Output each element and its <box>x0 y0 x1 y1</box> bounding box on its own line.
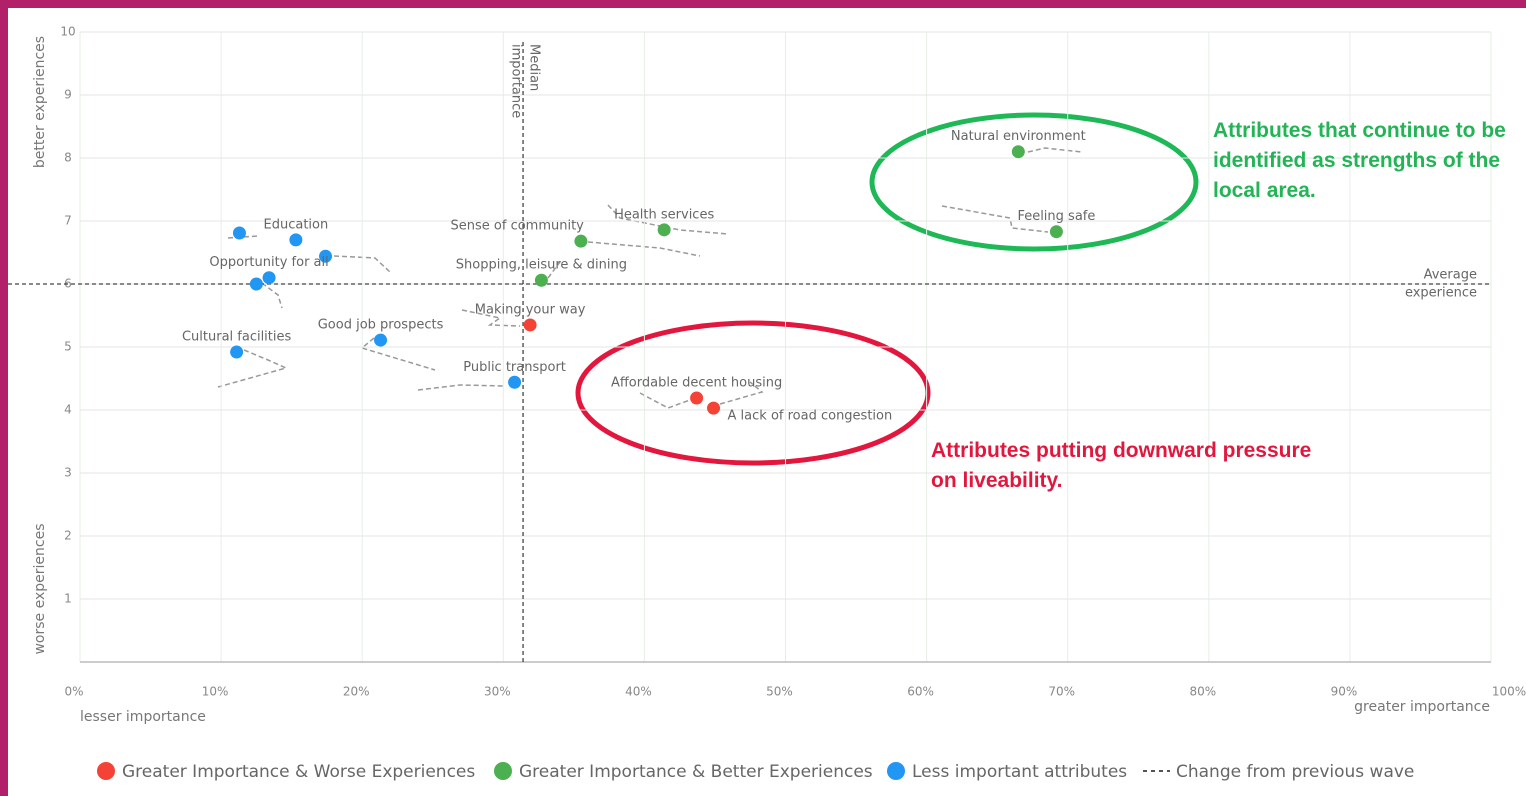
trail <box>417 384 506 391</box>
legend-marker <box>887 762 905 780</box>
trail <box>227 235 259 239</box>
point-label: Shopping, leisure & dining <box>456 258 627 273</box>
legend-label: Greater Importance & Worse Experiences <box>122 762 475 782</box>
point-label: Public transport <box>463 360 566 375</box>
point <box>249 277 263 291</box>
y-tick-label: 1 <box>64 592 72 606</box>
y-tick-label: 4 <box>64 403 72 417</box>
point <box>690 391 704 405</box>
panel <box>8 8 1526 796</box>
point <box>319 249 333 263</box>
y-tick-label: 3 <box>64 466 72 480</box>
annotation: Attributes putting downward pressure on … <box>931 439 1312 492</box>
point-label: Sense of community <box>451 219 585 234</box>
point <box>262 271 276 285</box>
legend-label: Greater Importance & Better Experiences <box>519 762 873 782</box>
x-tick-label: 90% <box>1331 685 1358 699</box>
annotation: Attributes that continue to be identifie… <box>1213 119 1506 202</box>
point-label: Affordable decent housing <box>611 376 782 391</box>
trail <box>639 392 691 409</box>
point-label: Making your way <box>475 302 586 317</box>
point-label: Opportunity for all <box>209 255 328 270</box>
y-axis-label: worse experiences <box>32 523 48 654</box>
point <box>523 318 537 332</box>
y-tick-label: 5 <box>64 340 72 354</box>
point-label: Feeling safe <box>1017 209 1095 224</box>
x-tick-label: 10% <box>202 685 229 699</box>
trail <box>360 337 436 371</box>
median-label: importance <box>509 44 524 118</box>
point-label: Health services <box>614 207 714 222</box>
trail <box>261 282 283 309</box>
trail <box>1027 147 1083 153</box>
y-tick-label: 10 <box>60 25 75 39</box>
point-label: A lack of road congestion <box>728 409 893 424</box>
point <box>232 226 246 240</box>
average-label: experience <box>1405 286 1477 301</box>
x-axis-label: greater importance <box>1354 699 1490 715</box>
change-trails <box>217 147 1083 409</box>
trail <box>587 241 701 257</box>
point <box>289 233 303 247</box>
average-label: Average <box>1424 268 1477 283</box>
x-tick-label: 80% <box>1189 685 1216 699</box>
point <box>574 234 588 248</box>
point <box>707 401 721 415</box>
median-label: Median <box>527 44 542 91</box>
y-tick-label: 8 <box>64 151 72 165</box>
point-label: Natural environment <box>951 129 1086 144</box>
highlight-ellipse <box>575 320 931 466</box>
trail <box>461 309 521 327</box>
x-tick-label: 0% <box>64 685 83 699</box>
trail <box>333 255 391 273</box>
trail <box>607 204 729 235</box>
point <box>230 345 244 359</box>
legend-marker <box>97 762 115 780</box>
legend-marker <box>494 762 512 780</box>
y-tick-label: 9 <box>64 88 72 102</box>
y-tick-label: 2 <box>64 529 72 543</box>
x-tick-label: 70% <box>1048 685 1075 699</box>
y-axis-label: better experiences <box>32 36 48 168</box>
point <box>1049 225 1063 239</box>
point <box>534 273 548 287</box>
x-tick-label: 30% <box>484 685 511 699</box>
point-label: Cultural facilities <box>182 330 292 345</box>
trail <box>217 349 289 388</box>
legend-label: Change from previous wave <box>1176 762 1414 782</box>
trail <box>547 261 561 279</box>
point-label: Good job prospects <box>318 318 444 333</box>
x-tick-label: 40% <box>625 685 652 699</box>
x-tick-label: 100% <box>1492 685 1526 699</box>
x-tick-label: 20% <box>343 685 370 699</box>
trail <box>719 381 764 405</box>
point <box>508 375 522 389</box>
point <box>657 223 671 237</box>
legend-label: Less important attributes <box>912 762 1127 782</box>
point-label: Education <box>264 217 329 232</box>
x-tick-label: 50% <box>766 685 793 699</box>
x-axis-label: lesser importance <box>80 709 206 725</box>
trail <box>941 205 1049 233</box>
y-tick-label: 7 <box>64 214 72 228</box>
highlight-ellipse <box>869 112 1199 252</box>
point <box>374 333 388 347</box>
point <box>1011 145 1025 159</box>
x-tick-label: 60% <box>907 685 934 699</box>
